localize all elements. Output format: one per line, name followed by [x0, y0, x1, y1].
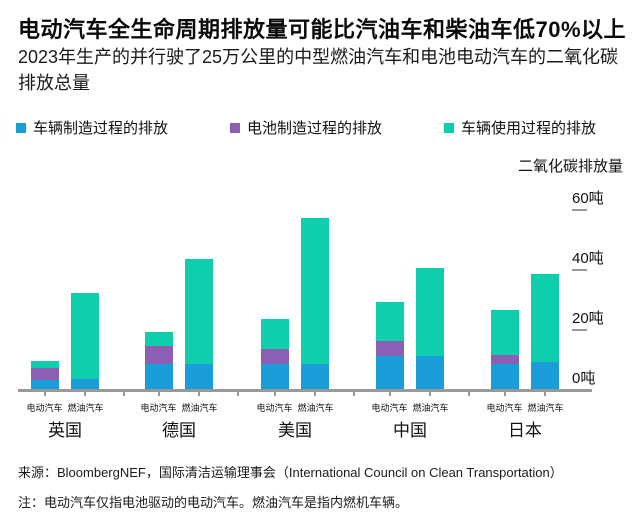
note-text: 注：电动汽车仅指电池驱动的电动汽车。燃油汽车是指内燃机车辆。 — [18, 495, 409, 510]
bar-labels-germany: 电动汽车 燃油汽车 — [140, 401, 217, 414]
bar-label-japan-ev: 电动汽车 — [486, 403, 523, 413]
bar-segment-uk-ev-vehicle — [31, 380, 59, 389]
bar-label-china-fuel: 燃油汽车 — [412, 403, 449, 413]
legend-swatch-vehicle-icon — [16, 122, 26, 133]
bar-segment-usa-fuel-use — [301, 218, 329, 364]
bar-label-uk-ev: 电动汽车 — [26, 403, 63, 413]
y-axis-title: 二氧化碳排放量 — [517, 158, 623, 175]
legend-label-vehicle: 车辆制造过程的排放 — [33, 120, 169, 137]
bar-segment-uk-fuel-use — [71, 293, 99, 379]
x-tick-germany-fuel — [198, 391, 200, 396]
bar-segment-uk-ev-battery — [31, 368, 59, 380]
bar-usa-ev — [261, 318, 289, 389]
bar-label-china-ev: 电动汽车 — [371, 403, 408, 413]
country-label-usa: 美国 — [278, 421, 312, 440]
bar-segment-uk-fuel-vehicle — [71, 378, 99, 389]
bar-label-usa-ev: 电动汽车 — [256, 403, 293, 413]
country-label-japan: 日本 — [508, 421, 542, 440]
y-tick-label-0: 0吨 — [572, 370, 596, 387]
y-tick-dash-60 — [572, 209, 587, 211]
legend-item-vehicle: 车辆制造过程的排放 — [16, 117, 168, 138]
x-tick-separator-3 — [467, 391, 470, 396]
bar-germany-ev — [145, 332, 173, 389]
x-tick-china-fuel — [429, 391, 431, 396]
bar-uk-ev — [31, 360, 59, 389]
bar-segment-germany-ev-battery — [145, 345, 173, 364]
bar-segment-germany-fuel-use — [185, 258, 213, 364]
bar-japan-fuel — [531, 273, 559, 389]
x-tick-usa-fuel — [314, 391, 316, 396]
legend-item-use: 车辆使用过程的排放 — [444, 117, 596, 138]
bar-labels-usa: 电动汽车 燃油汽车 — [256, 401, 333, 414]
x-tick-japan-fuel — [544, 391, 546, 396]
x-tick-separator-0 — [122, 391, 125, 396]
x-tick-separator-2 — [352, 391, 355, 396]
x-axis-line — [18, 389, 592, 392]
bar-segment-germany-ev-use — [145, 332, 173, 346]
bar-uk-fuel — [71, 293, 99, 389]
bar-segment-china-ev-battery — [376, 341, 404, 356]
y-tick-dash-40 — [572, 269, 587, 271]
bar-segment-usa-ev-battery — [261, 348, 289, 364]
bar-china-ev — [376, 302, 404, 389]
bar-label-germany-fuel: 燃油汽车 — [181, 403, 218, 413]
bar-segment-japan-ev-use — [491, 309, 519, 355]
legend-item-battery: 电池制造过程的排放 — [230, 117, 382, 138]
bar-china-fuel — [416, 267, 444, 389]
bar-segment-china-ev-use — [376, 302, 404, 341]
bar-segment-germany-fuel-vehicle — [185, 363, 213, 389]
bar-segment-japan-ev-vehicle — [491, 363, 519, 389]
x-tick-separator-1 — [236, 391, 239, 396]
legend-swatch-use-icon — [444, 122, 455, 133]
x-tick-uk-ev — [44, 391, 46, 396]
bar-label-japan-fuel: 燃油汽车 — [527, 403, 564, 413]
source-text: 来源：BloombergNEF，国际清洁运输理事会（International … — [18, 465, 563, 480]
bar-usa-fuel — [301, 218, 329, 389]
bar-labels-china: 电动汽车 燃油汽车 — [371, 401, 448, 414]
country-label-china: 中国 — [393, 421, 427, 440]
bar-labels-uk: 电动汽车 燃油汽车 — [26, 401, 103, 414]
y-tick-label-60: 60吨 — [572, 190, 604, 207]
bar-label-germany-ev: 电动汽车 — [140, 403, 177, 413]
bar-label-usa-fuel: 燃油汽车 — [297, 403, 334, 413]
bar-segment-china-fuel-vehicle — [416, 356, 444, 389]
x-tick-uk-fuel — [84, 391, 86, 396]
y-tick-label-20: 20吨 — [572, 310, 604, 327]
x-tick-china-ev — [389, 391, 391, 396]
bar-segment-japan-fuel-use — [531, 273, 559, 362]
bar-label-uk-fuel: 燃油汽车 — [67, 403, 104, 413]
legend: 车辆制造过程的排放 电池制造过程的排放 车辆使用过程的排放 — [16, 117, 596, 138]
bar-segment-china-ev-vehicle — [376, 356, 404, 389]
bar-japan-ev — [491, 309, 519, 389]
y-tick-dash-20 — [572, 329, 587, 331]
bar-germany-fuel — [185, 258, 213, 389]
bar-segment-usa-ev-vehicle — [261, 363, 289, 389]
legend-swatch-battery-icon — [230, 122, 241, 133]
x-tick-germany-ev — [158, 391, 160, 396]
bar-segment-uk-ev-use — [31, 360, 59, 368]
bar-segment-germany-ev-vehicle — [145, 363, 173, 389]
bar-labels-japan: 电动汽车 燃油汽车 — [486, 401, 563, 414]
legend-label-use: 车辆使用过程的排放 — [461, 120, 597, 137]
y-tick-label-40: 40吨 — [572, 250, 604, 267]
country-label-uk: 英国 — [48, 421, 82, 440]
legend-label-battery: 电池制造过程的排放 — [247, 120, 383, 137]
bar-segment-japan-fuel-vehicle — [531, 362, 559, 389]
x-tick-japan-ev — [504, 391, 506, 396]
bar-segment-usa-ev-use — [261, 318, 289, 349]
country-label-germany: 德国 — [162, 421, 196, 440]
x-tick-usa-ev — [274, 391, 276, 396]
bar-segment-usa-fuel-vehicle — [301, 363, 329, 389]
bar-segment-china-fuel-use — [416, 267, 444, 356]
bar-segment-japan-ev-battery — [491, 354, 519, 364]
page-subtitle: 2023年生产的并行驶了25万公里的中型燃油汽车和电池电动汽车的二氧化碳排放总量 — [18, 47, 619, 93]
page-title: 电动汽车全生命周期排放量可能比汽油车和柴油车低70%以上 — [18, 17, 627, 42]
